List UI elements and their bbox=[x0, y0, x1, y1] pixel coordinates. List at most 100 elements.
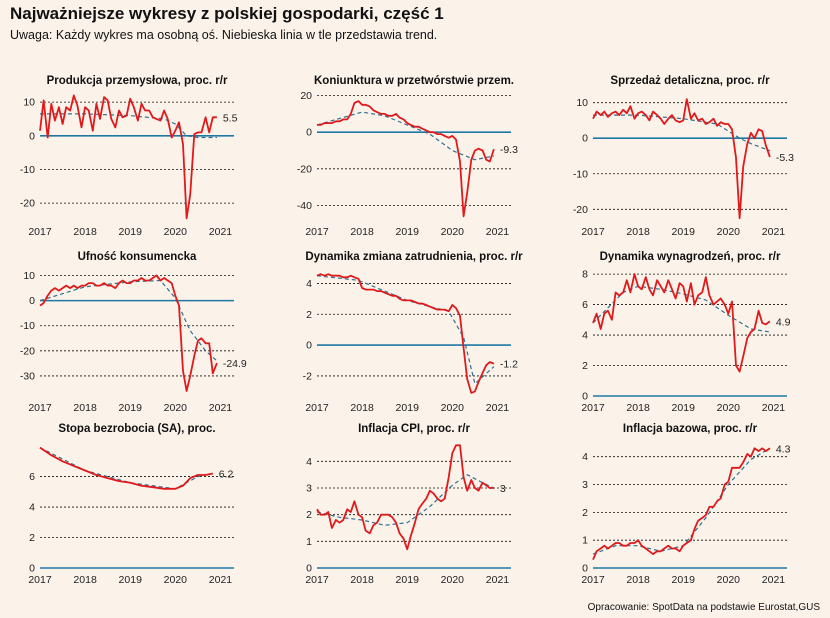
chart-panel-9: Inflacja bazowa, proc. r/r 0 1 2 3 4 2017 2018 2… bbox=[563, 418, 825, 588]
trend-line bbox=[40, 113, 217, 139]
y-tick-label: -30 bbox=[20, 370, 35, 382]
x-tick-label: 2020 bbox=[717, 402, 741, 414]
series-line bbox=[592, 447, 771, 561]
x-tick-label: 2020 bbox=[441, 574, 465, 586]
y-tick-label: 0 bbox=[582, 563, 588, 575]
y-tick-label: 2 bbox=[29, 532, 35, 544]
chart-panel-5: Dynamika zmiana zatrudnienia, proc. r/r -… bbox=[287, 246, 549, 416]
x-tick-label: 2020 bbox=[717, 574, 741, 586]
chart-svg: Produkcja przemysłowa, proc. r/r -20 -10 0 1… bbox=[20, 75, 238, 238]
chart-svg: Dynamika zmiana zatrudnienia, proc. r/r -… bbox=[303, 251, 524, 414]
y-tick-label: 0 bbox=[29, 295, 35, 307]
x-tick-label: 2019 bbox=[672, 226, 696, 238]
chart-svg: Sprzedaż detaliczna, proc. r/r -20 -10 0 10 2… bbox=[573, 75, 794, 238]
x-tick-label: 2020 bbox=[164, 226, 188, 238]
trend-line bbox=[592, 447, 771, 555]
series-line bbox=[317, 100, 495, 218]
chart-title: Dynamika wynagrodzeń, proc. r/r bbox=[600, 251, 781, 263]
y-tick-label: 10 bbox=[23, 270, 35, 282]
chart-title: Koniunktura w przetwórstwie przem. bbox=[314, 75, 514, 87]
end-value-label: 4.9 bbox=[776, 316, 791, 328]
y-tick-label: -2 bbox=[303, 370, 312, 382]
y-tick-label: 10 bbox=[23, 97, 35, 109]
y-tick-label: 10 bbox=[576, 97, 588, 109]
x-tick-label: 2018 bbox=[73, 574, 97, 586]
x-tick-label: 2019 bbox=[672, 402, 696, 414]
y-tick-label: 1 bbox=[582, 535, 588, 547]
x-tick-label: 2019 bbox=[119, 402, 143, 414]
x-tick-label: 2019 bbox=[119, 574, 143, 586]
x-tick-label: 2021 bbox=[209, 402, 233, 414]
y-tick-label: -20 bbox=[573, 204, 588, 216]
end-value-label: -1.2 bbox=[500, 359, 518, 371]
chart-title: Sprzedaż detaliczna, proc. r/r bbox=[610, 75, 770, 87]
x-tick-label: 2021 bbox=[486, 226, 510, 238]
series-line bbox=[39, 274, 218, 392]
chart-title: Ufność konsumencka bbox=[78, 251, 197, 263]
x-tick-label: 2019 bbox=[672, 574, 696, 586]
x-tick-label: 2021 bbox=[209, 574, 233, 586]
y-tick-label: 0 bbox=[582, 391, 588, 403]
x-tick-label: 2021 bbox=[762, 574, 786, 586]
trend-line bbox=[592, 285, 770, 333]
series-line bbox=[592, 98, 771, 220]
y-tick-label: 4 bbox=[582, 330, 588, 342]
x-tick-label: 2017 bbox=[305, 226, 329, 238]
chart-title: Produkcja przemysłowa, proc. r/r bbox=[47, 75, 228, 87]
x-tick-label: 2017 bbox=[28, 574, 52, 586]
y-tick-label: 6 bbox=[582, 299, 588, 311]
x-tick-label: 2020 bbox=[717, 226, 741, 238]
y-tick-label: -40 bbox=[297, 200, 312, 212]
y-tick-label: 20 bbox=[300, 90, 312, 102]
chart-svg: Ufność konsumencka -30 -20 -10 0 10 2017 2018 20… bbox=[20, 251, 247, 414]
chart-title: Dynamika zmiana zatrudnienia, proc. r/r bbox=[305, 251, 523, 263]
end-value-label: 4.3 bbox=[776, 443, 791, 455]
y-tick-label: 0 bbox=[582, 133, 588, 145]
series-line bbox=[316, 273, 495, 394]
y-tick-label: -10 bbox=[20, 164, 35, 176]
y-tick-label: 4 bbox=[582, 451, 588, 463]
chart-title: Inflacja CPI, proc. r/r bbox=[358, 423, 470, 435]
trend-line bbox=[39, 279, 218, 362]
x-tick-label: 2020 bbox=[164, 402, 188, 414]
chart-svg: Stopa bezrobocia (SA), proc. 0 2 4 6 2017 2018… bbox=[28, 423, 234, 586]
trend-line bbox=[316, 275, 495, 385]
x-tick-label: 2017 bbox=[28, 226, 52, 238]
chart-title: Stopa bezrobocia (SA), proc. bbox=[58, 423, 215, 435]
y-tick-label: 2 bbox=[582, 360, 588, 372]
y-tick-label: -20 bbox=[20, 198, 35, 210]
end-value-label: 5.5 bbox=[223, 112, 238, 124]
chart-svg: Inflacja CPI, proc. r/r 0 1 2 3 4 2017 2018 2019… bbox=[305, 423, 511, 586]
chart-svg: Koniunktura w przetwórstwie przem. -40 -20… bbox=[297, 75, 518, 238]
y-tick-label: 4 bbox=[306, 278, 312, 290]
x-tick-label: 2018 bbox=[73, 226, 97, 238]
y-tick-label: 6 bbox=[29, 471, 35, 483]
series-line bbox=[39, 94, 217, 220]
y-tick-label: 0 bbox=[306, 127, 312, 139]
page-title: Najważniejsze wykresy z polskiej gospoda… bbox=[10, 4, 444, 23]
chart-panel-8: Inflacja CPI, proc. r/r 0 1 2 3 4 2017 2018 2019… bbox=[287, 418, 549, 588]
end-value-label: -5.3 bbox=[776, 152, 794, 164]
x-tick-label: 2021 bbox=[486, 402, 510, 414]
y-tick-label: 2 bbox=[306, 509, 312, 521]
y-tick-label: 0 bbox=[306, 340, 312, 352]
x-tick-label: 2017 bbox=[581, 574, 605, 586]
x-tick-label: 2017 bbox=[581, 226, 605, 238]
x-tick-label: 2018 bbox=[626, 402, 650, 414]
x-tick-label: 2018 bbox=[350, 574, 374, 586]
x-tick-label: 2021 bbox=[486, 574, 510, 586]
y-tick-label: -10 bbox=[20, 320, 35, 332]
x-tick-label: 2019 bbox=[396, 574, 420, 586]
x-tick-label: 2020 bbox=[441, 402, 465, 414]
x-tick-label: 2017 bbox=[28, 402, 52, 414]
y-tick-label: -20 bbox=[20, 345, 35, 357]
x-tick-label: 2020 bbox=[164, 574, 188, 586]
page-subtitle: Uwaga: Każdy wykres ma osobną oś. Niebie… bbox=[10, 28, 438, 42]
y-tick-label: 8 bbox=[582, 269, 588, 281]
trend-line bbox=[316, 473, 495, 526]
chart-svg: Inflacja bazowa, proc. r/r 0 1 2 3 4 2017 2018 2… bbox=[581, 423, 791, 586]
y-tick-label: 3 bbox=[582, 479, 588, 491]
end-value-label: -9.3 bbox=[500, 144, 518, 156]
x-tick-label: 2021 bbox=[762, 402, 786, 414]
source-note: Opracowanie: SpotData na podstawie Euros… bbox=[587, 602, 820, 613]
